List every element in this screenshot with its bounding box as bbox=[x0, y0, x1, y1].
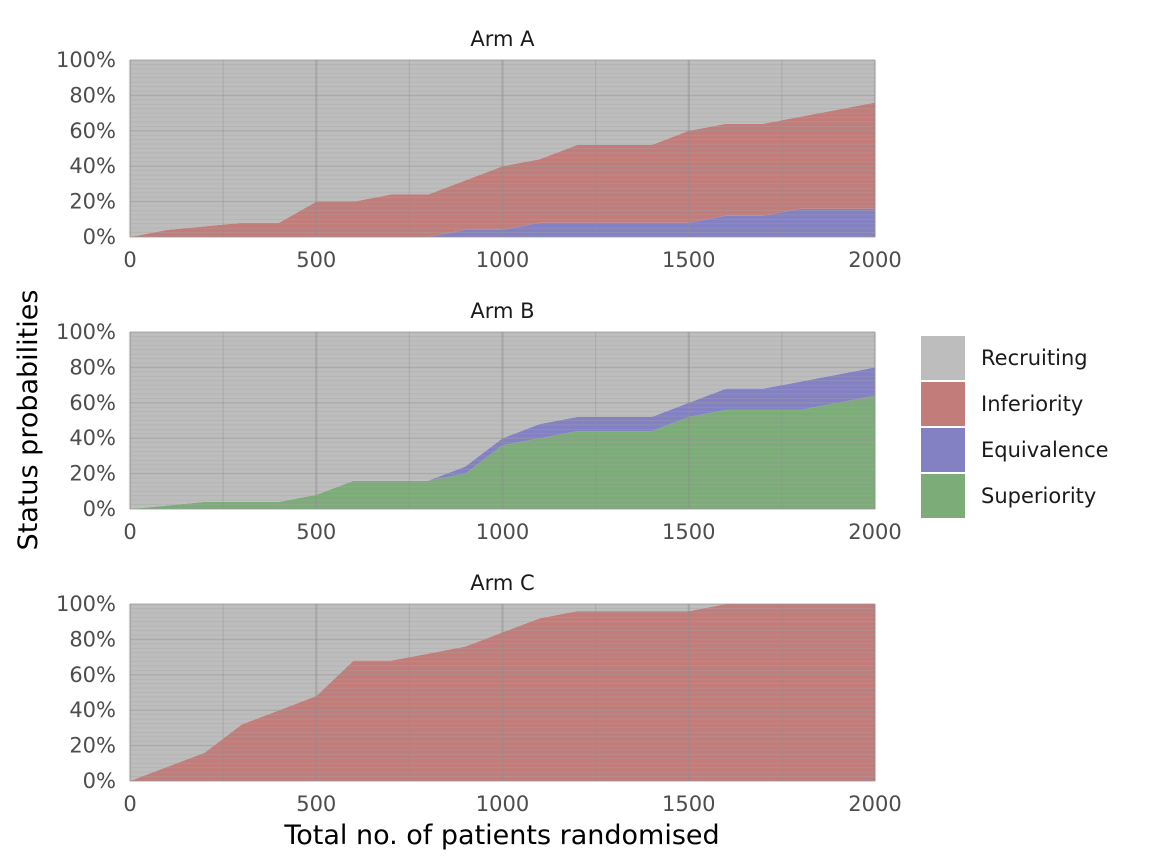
x-tick-label: 2000 bbox=[848, 792, 901, 816]
area-arm-a-equivalence bbox=[130, 208, 875, 237]
y-tick-label: 80% bbox=[69, 355, 116, 379]
panels: Arm A0%20%40%60%80%100%0 500 1000 1500 2000A… bbox=[56, 27, 902, 816]
x-tick-label: 1500 bbox=[662, 792, 715, 816]
x-tick-label: 1500 bbox=[662, 248, 715, 272]
y-tick-label: 80% bbox=[69, 83, 116, 107]
y-axis-title: Status probabilities bbox=[13, 290, 44, 551]
area-arm-c-recruiting bbox=[130, 604, 875, 781]
y-tick-label: 60% bbox=[69, 119, 116, 143]
x-tick-label: 2000 bbox=[848, 520, 901, 544]
x-tick-label: 1000 bbox=[476, 792, 529, 816]
legend-key-recruiting bbox=[921, 336, 965, 380]
panel-arm-c: Arm C 0% 20% 40% 60% 80% 100% 0 500 1000 1500 2000 bbox=[56, 571, 902, 816]
y-tick-label: 40% bbox=[69, 154, 116, 178]
legend-key-equivalence bbox=[921, 428, 965, 472]
x-tick-label: 500 bbox=[296, 248, 336, 272]
legend-key-superiority bbox=[921, 474, 965, 518]
x-tick-label: 1000 bbox=[476, 520, 529, 544]
panel-title-arm-b: Arm B bbox=[470, 299, 534, 323]
panel-arm-b: Arm B 0% 20% 40% 60% 80% 100% 0 500 1000 1500 2000 bbox=[56, 299, 902, 544]
legend-label-inferiority: Inferiority bbox=[981, 392, 1083, 416]
y-tick-label: 100% bbox=[56, 592, 116, 616]
legend-item-superiority: Superiority bbox=[921, 474, 1096, 518]
area-arm-b-recruiting bbox=[130, 332, 875, 509]
legend: Recruiting Inferiority Equivalence Superior… bbox=[921, 336, 1109, 518]
legend-label-recruiting: Recruiting bbox=[981, 346, 1088, 370]
x-tick-label: 500 bbox=[296, 792, 336, 816]
gridlines-arm-c bbox=[128, 603, 877, 782]
panel-arm-a: Arm A 0% 20% 40% 60% 80% 100% 0 500 1000 1500 2000 bbox=[56, 27, 902, 272]
y-tick-label: 60% bbox=[69, 663, 116, 687]
panel-title-arm-c: Arm C bbox=[470, 571, 534, 595]
y-tick-label: 100% bbox=[56, 48, 116, 72]
y-tick-label: 0% bbox=[83, 497, 116, 521]
gridlines-arm-a bbox=[128, 59, 877, 238]
legend-label-superiority: Superiority bbox=[981, 484, 1096, 508]
y-tick-label: 20% bbox=[69, 190, 116, 214]
y-tick-label: 100% bbox=[56, 320, 116, 344]
x-tick-label: 500 bbox=[296, 520, 336, 544]
panel-title-arm-a: Arm A bbox=[470, 27, 535, 51]
y-tick-label: 20% bbox=[69, 734, 116, 758]
y-tick-label: 60% bbox=[69, 391, 116, 415]
y-tick-label: 40% bbox=[69, 698, 116, 722]
x-tick-label: 1500 bbox=[662, 520, 715, 544]
area-arm-a-inferiority bbox=[130, 102, 875, 237]
area-arm-b-superiority bbox=[130, 395, 875, 509]
legend-key-inferiority bbox=[921, 382, 965, 426]
legend-label-equivalence: Equivalence bbox=[981, 438, 1109, 462]
x-tick-label: 2000 bbox=[848, 248, 901, 272]
area-arm-c-inferiority bbox=[130, 604, 875, 781]
x-axis-title: Total no. of patients randomised bbox=[283, 820, 719, 851]
legend-item-inferiority: Inferiority bbox=[921, 382, 1083, 426]
y-tick-label: 0% bbox=[83, 225, 116, 249]
x-tick-label: 0 bbox=[123, 520, 136, 544]
x-tick-label: 0 bbox=[123, 792, 136, 816]
x-tick-label: 0 bbox=[123, 248, 136, 272]
y-tick-label: 40% bbox=[69, 426, 116, 450]
y-tick-label: 0% bbox=[83, 769, 116, 793]
x-tick-label: 1000 bbox=[476, 248, 529, 272]
gridlines-arm-b bbox=[128, 331, 877, 510]
legend-item-equivalence: Equivalence bbox=[921, 428, 1109, 472]
area-arm-a-recruiting bbox=[130, 60, 875, 237]
y-tick-label: 20% bbox=[69, 462, 116, 486]
legend-item-recruiting: Recruiting bbox=[921, 336, 1088, 380]
y-tick-label: 80% bbox=[69, 627, 116, 651]
